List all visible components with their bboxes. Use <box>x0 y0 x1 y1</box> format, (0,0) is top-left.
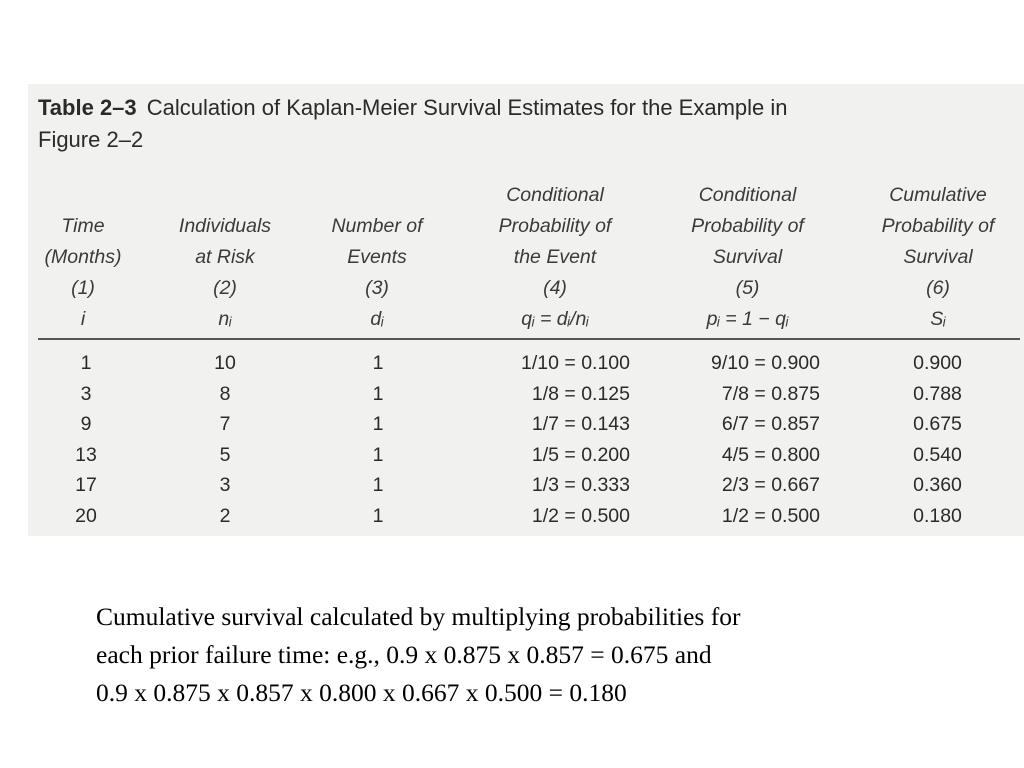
table-cell: 1/5 = 0.200 <box>531 443 630 466</box>
table-label: Table 2–3 <box>38 95 137 120</box>
note-line: each prior failure time: e.g., 0.9 x 0.8… <box>96 640 712 669</box>
table-cell: 6/7 = 0.857 <box>721 413 820 435</box>
table-cell: 1 <box>372 443 384 466</box>
table-cell: 10 <box>214 352 236 374</box>
header-line: Sᵢ <box>930 308 946 330</box>
header-line: Survival <box>712 246 783 268</box>
header-line <box>38 180 128 211</box>
scanned-table-image <box>28 84 1024 536</box>
table-cell: 4/5 = 0.800 <box>721 443 820 466</box>
table-cell: 0.675 <box>913 413 962 435</box>
table-cell: 3 <box>219 474 231 496</box>
table-cell: 0.540 <box>913 443 962 466</box>
table-cell: 1/7 = 0.143 <box>531 413 630 435</box>
column-time: 1 3 9 13 17 20 <box>46 348 126 531</box>
table-cell: 1 <box>372 474 384 496</box>
table-cell: 7/8 = 0.875 <box>721 382 820 405</box>
table-cell: 3 <box>80 382 92 405</box>
table-cell: 1/3 = 0.333 <box>531 474 630 496</box>
note-line: 0.9 x 0.875 x 0.857 x 0.800 x 0.667 x 0.… <box>96 678 627 707</box>
table-cell: 13 <box>75 443 97 466</box>
table-cell: 8 <box>219 382 231 405</box>
header-line: (Months) <box>44 246 122 268</box>
header-line: Events <box>347 246 407 268</box>
note-line: Cumulative survival calculated by multip… <box>96 602 741 631</box>
header-line: (5) <box>735 277 760 299</box>
table-cell: 0.180 <box>913 504 962 527</box>
column-cumulative-survival: 0.900 0.788 0.675 0.540 0.360 0.180 <box>890 348 985 531</box>
table-cell: 9/10 = 0.900 <box>711 352 820 374</box>
header-line: (4) <box>543 277 567 299</box>
table-cell: 7 <box>219 413 231 435</box>
table-cell: 9 <box>80 413 92 435</box>
header-line: Individuals <box>178 215 272 237</box>
table-cell: 1 <box>372 382 384 405</box>
table-cell: 1/2 = 0.500 <box>721 504 820 527</box>
header-line: Number of <box>331 215 423 237</box>
table-cell: 0.360 <box>913 474 962 496</box>
header-line: Probability of <box>881 215 995 237</box>
header-line: Survival <box>903 246 973 268</box>
header-line: pᵢ = 1 − qᵢ <box>706 308 789 330</box>
table-cell: 1/2 = 0.500 <box>531 504 630 527</box>
header-line: (3) <box>365 277 389 299</box>
header-line: Conditional <box>506 184 604 206</box>
header-line: (2) <box>213 277 237 299</box>
table-cell: 1 <box>372 413 384 435</box>
header-line: qᵢ = dᵢ/nᵢ <box>521 308 589 330</box>
table-title-line2: Figure 2–2 <box>38 127 144 152</box>
header-cumulative-probability-survival: Cumulative Probability of Survival (6) S… <box>858 180 1018 335</box>
header-line: Probability of <box>691 215 804 237</box>
column-conditional-event: 1/10 = 0.100 1/8 = 0.125 1/7 = 0.143 1/5… <box>470 348 630 531</box>
table-title-line1: Calculation of Kaplan-Meier Survival Est… <box>146 95 788 120</box>
table-cell: 5 <box>219 443 231 466</box>
table-cell: 0.900 <box>913 352 962 374</box>
header-line: i <box>80 308 86 330</box>
header-time: Time (Months) (1) i <box>38 180 128 335</box>
header-individuals-at-risk: Individuals at Risk (2) nᵢ <box>160 180 290 335</box>
header-divider <box>38 338 1020 340</box>
table-cell: 1/10 = 0.100 <box>521 352 630 374</box>
explanation-note: Cumulative survival calculated by multip… <box>96 598 996 712</box>
header-line: nᵢ <box>218 308 232 330</box>
table-cell: 1 <box>372 504 384 527</box>
table-cell: 20 <box>75 504 97 527</box>
header-line: at Risk <box>195 246 255 268</box>
header-line <box>312 180 442 211</box>
table-cell: 2/3 = 0.667 <box>721 474 820 496</box>
header-line: Cumulative <box>889 184 987 206</box>
table-cell: 0.788 <box>913 382 962 405</box>
header-conditional-probability-event: Conditional Probability of the Event (4)… <box>470 180 640 335</box>
header-line <box>160 180 290 211</box>
table-cell: 1/8 = 0.125 <box>531 382 630 405</box>
header-line: dᵢ <box>370 308 384 330</box>
table-cell: 1 <box>80 352 92 374</box>
table-cell: 2 <box>219 504 231 527</box>
header-conditional-probability-survival: Conditional Probability of Survival (5) … <box>665 180 830 335</box>
column-conditional-survival: 9/10 = 0.900 7/8 = 0.875 6/7 = 0.857 4/5… <box>660 348 820 531</box>
header-line: the Event <box>513 246 597 268</box>
header-line: Conditional <box>698 184 797 206</box>
header-line: Time <box>61 215 105 237</box>
table-caption: Table 2–3 Calculation of Kaplan-Meier Su… <box>38 92 998 156</box>
header-line: (6) <box>926 277 950 299</box>
header-line: Probability of <box>498 215 612 237</box>
column-events: 1 1 1 1 1 1 <box>338 348 418 531</box>
column-at-risk: 10 8 7 5 3 2 <box>185 348 265 531</box>
header-line: (1) <box>71 277 95 299</box>
header-number-of-events: Number of Events (3) dᵢ <box>312 180 442 335</box>
table-cell: 1 <box>372 352 384 374</box>
table-cell: 17 <box>75 474 97 496</box>
